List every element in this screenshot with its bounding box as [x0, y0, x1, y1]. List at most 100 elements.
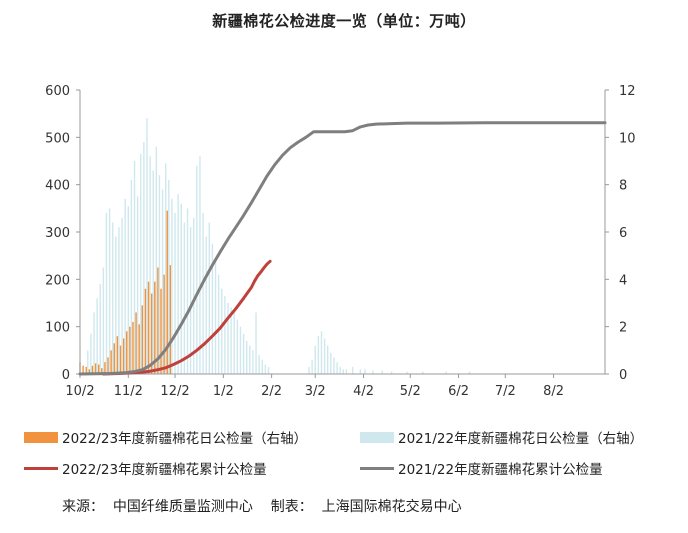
- axes: [76, 89, 609, 378]
- bar-2021-22: [152, 170, 154, 374]
- bar-2021-22: [239, 326, 242, 374]
- bar-2022-23: [169, 265, 172, 374]
- x-tick-label: 6/2: [448, 384, 469, 399]
- cumulative-lines: [78, 121, 607, 376]
- bar-2021-22: [196, 165, 198, 374]
- bar-2021-22: [390, 371, 393, 374]
- bar-2021-22: [168, 179, 170, 374]
- bar-2022-23: [141, 305, 144, 374]
- bar-2022-23: [101, 368, 103, 374]
- bar-2021-22: [155, 146, 158, 374]
- bar-2021-22: [323, 338, 326, 374]
- bar-2022-23: [138, 324, 140, 374]
- x-tick-label: 1/2: [213, 384, 234, 399]
- bar-2022-23: [113, 343, 115, 374]
- bar-2021-22: [261, 359, 263, 374]
- bar-2021-22: [372, 370, 374, 374]
- legend-item-bars-2021-22: 2021/22年度新疆棉花日公检量（右轴）: [360, 427, 643, 447]
- bar-2021-22: [242, 333, 245, 374]
- bar-2022-23: [126, 331, 128, 374]
- bar-2021-22: [227, 303, 229, 374]
- bar-2021-22: [406, 371, 408, 374]
- x-tick-label: 7/2: [495, 384, 516, 399]
- bar-2021-22: [143, 142, 145, 374]
- bar-2021-22: [214, 260, 217, 374]
- x-tick-label: 4/2: [353, 384, 374, 399]
- bar-2022-23: [166, 210, 168, 374]
- legend-label: 2022/23年度新疆棉花累计公检量: [62, 462, 267, 478]
- bar-2021-22: [121, 217, 123, 374]
- chart-title: 新疆棉花公检进度一览（单位：万吨）: [212, 12, 476, 30]
- bar-2022-23: [132, 321, 134, 374]
- bar-2021-22: [224, 295, 226, 374]
- bar-2022-23: [107, 357, 109, 374]
- bar-2021-22: [124, 198, 126, 374]
- bar-2021-22: [136, 196, 139, 374]
- bar-2021-22: [308, 366, 310, 374]
- bar-2021-22: [339, 366, 341, 374]
- bar-2021-22: [333, 357, 335, 374]
- bar-2021-22: [221, 288, 223, 374]
- bar-2022-23: [94, 363, 97, 374]
- y-left-tick-label: 400: [45, 179, 70, 194]
- bar-2021-22: [468, 371, 471, 374]
- bar-2021-22: [177, 194, 179, 374]
- bar-2021-22: [87, 350, 89, 374]
- bar-2022-23: [163, 274, 165, 374]
- legend-item-line-2022-23: 2022/23年度新疆棉花累计公检量: [24, 458, 267, 478]
- bar-2021-22: [99, 284, 101, 374]
- legend-swatch-lightblue: [360, 431, 394, 443]
- bar-2021-22: [105, 213, 108, 374]
- x-tick-label: 10/2: [65, 384, 94, 399]
- y-left-tick-label: 600: [45, 84, 70, 99]
- bar-2021-22: [189, 227, 192, 374]
- y-left-tick-label: 200: [45, 273, 70, 288]
- bar-2021-22: [311, 359, 313, 374]
- bar-2022-23: [116, 336, 119, 374]
- x-tick-label: 11/2: [114, 384, 143, 399]
- legend-swatch-red: [24, 466, 58, 470]
- bar-2021-22: [90, 333, 92, 374]
- bar-2021-22: [327, 345, 329, 374]
- bar-2021-22: [208, 222, 211, 374]
- bar-2021-22: [133, 161, 136, 374]
- bar-2021-22: [422, 371, 424, 374]
- bar-2022-23: [157, 267, 159, 374]
- y-right-tick-label: 0: [619, 368, 627, 383]
- bar-2022-23: [129, 326, 131, 374]
- bar-2021-22: [351, 366, 354, 374]
- x-tick-label: 8/2: [543, 384, 564, 399]
- bar-2022-23: [147, 281, 150, 374]
- bar-2021-22: [336, 362, 338, 374]
- bar-2021-22: [381, 370, 383, 374]
- legend-item-bars-2022-23: 2022/23年度新疆棉花日公检量（右轴）: [24, 427, 307, 447]
- bar-2021-22: [345, 369, 348, 374]
- bar-2022-23: [88, 369, 91, 374]
- y-right-tick-label: 2: [619, 321, 627, 336]
- bar-2022-23: [119, 345, 122, 374]
- bar-2021-22: [180, 203, 182, 374]
- bar-2021-22: [364, 369, 366, 374]
- bar-2022-23: [91, 365, 94, 374]
- x-tick-label: 2/2: [261, 384, 282, 399]
- y-right-tick-label: 10: [619, 131, 636, 146]
- bar-2022-23: [97, 364, 100, 374]
- bar-2021-22: [342, 369, 344, 374]
- bar-2022-23: [144, 288, 147, 374]
- bar-2021-22: [174, 213, 176, 374]
- bar-2022-23: [85, 366, 87, 374]
- bar-2021-22: [230, 307, 232, 374]
- bar-2021-22: [245, 340, 248, 374]
- bar-2022-23: [150, 293, 153, 374]
- y-right-tick-label: 12: [619, 84, 636, 99]
- bar-2021-22: [149, 156, 151, 374]
- bar-2021-22: [320, 331, 323, 374]
- bar-2022-23: [135, 312, 137, 374]
- bar-2021-22: [359, 369, 362, 374]
- bar-2021-22: [233, 312, 235, 374]
- bar-2021-22: [164, 163, 167, 374]
- bar-2021-22: [140, 153, 142, 374]
- bars-2022-23: [79, 210, 172, 374]
- bar-2021-22: [267, 366, 270, 374]
- bar-2021-22: [158, 175, 161, 374]
